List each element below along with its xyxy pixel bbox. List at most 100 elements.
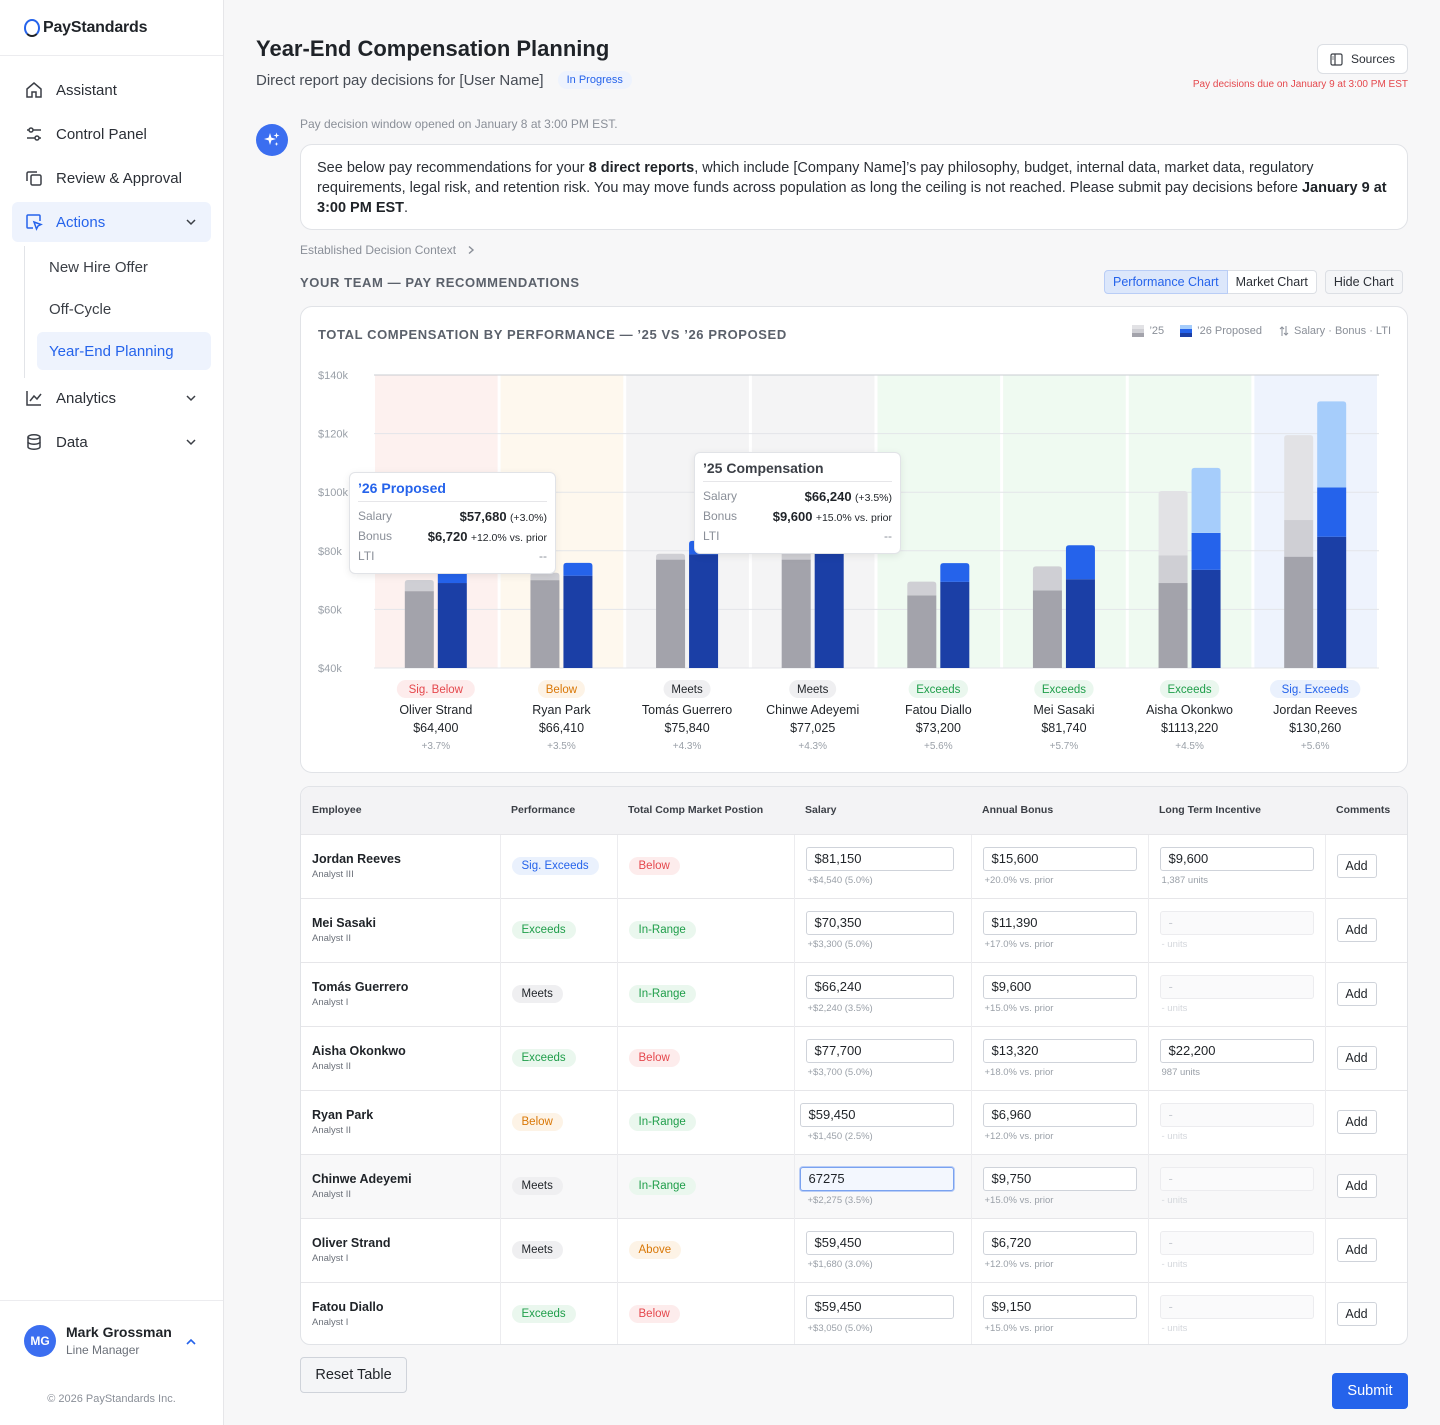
lti-input[interactable]: $9,600	[1159, 846, 1314, 871]
nav-item-control-panel[interactable]: Control Panel	[12, 114, 211, 154]
chart-legend: ’25 ’26 Proposed Salary · Bonus · LTI	[1116, 325, 1391, 337]
market-cell: Below	[617, 1026, 795, 1090]
add-comment-button[interactable]: Add	[1336, 854, 1377, 878]
nav-item-data[interactable]: Data	[12, 422, 211, 462]
market-cell: In-Range	[617, 898, 795, 962]
add-comment-button[interactable]: Add	[1336, 1110, 1377, 1134]
bar-proposed-segment	[1191, 532, 1221, 570]
employee-name: Mei Sasaki	[312, 916, 376, 930]
salary-input[interactable]: $66,240	[805, 974, 954, 999]
bonus-input[interactable]: $6,720	[982, 1230, 1137, 1255]
salary-change: +$2,240 (3.5%)	[807, 1002, 873, 1014]
decision-context-link[interactable]: Established Decision Context	[300, 243, 476, 257]
nav-item-review-approval[interactable]: Review & Approval	[12, 158, 211, 198]
add-comment-button[interactable]: Add	[1336, 1046, 1377, 1070]
performance-cell: Meets	[500, 1218, 618, 1282]
add-comment-button[interactable]: Add	[1336, 1238, 1377, 1262]
line-chart-icon	[24, 388, 44, 408]
nav-item-analytics[interactable]: Analytics	[12, 378, 211, 418]
lti-cell: - - units	[1148, 1282, 1326, 1344]
status-badge: In Progress	[557, 71, 632, 89]
y-tick-label: $40k	[318, 663, 342, 675]
performance-badge: Exceeds	[511, 921, 576, 939]
context-label: Established Decision Context	[300, 243, 457, 257]
nav-item-new-hire-offer[interactable]: New Hire Offer	[49, 258, 148, 276]
change-label: +5.6%	[924, 741, 953, 752]
bonus-input[interactable]: $9,600	[982, 974, 1137, 999]
tooltip-proposed: ’26 Proposed Salary $57,680 (+3.0%) Bonus…	[349, 472, 556, 574]
bonus-change: +18.0% vs. prior	[984, 1066, 1054, 1078]
bonus-input[interactable]: $15,600	[982, 846, 1137, 871]
comments-cell: Add	[1325, 1282, 1407, 1344]
submit-button[interactable]: Submit	[1332, 1373, 1408, 1409]
tooltip-row-lti: LTI --	[703, 526, 892, 546]
bar-prior-segment	[1032, 590, 1062, 668]
bonus-input[interactable]: $11,390	[982, 910, 1137, 935]
tab-performance-chart[interactable]: Performance Chart	[1104, 270, 1228, 294]
salary-input[interactable]: $59,450	[805, 1230, 954, 1255]
table-header: Employee Performance Total Comp Market P…	[301, 787, 1407, 835]
y-tick-label: $100k	[318, 487, 348, 499]
performance-label: Sig. Exceeds	[1282, 684, 1349, 696]
salary-input[interactable]: 67275	[799, 1166, 954, 1191]
tooltip-row-salary: Salary $66,240 (+3.5%)	[703, 486, 892, 506]
salary-input[interactable]: $59,450	[799, 1102, 954, 1127]
employee-name: Jordan Reeves	[312, 852, 401, 866]
market-badge: In-Range	[628, 985, 696, 1003]
performance-badge: Sig. Exceeds	[511, 857, 599, 875]
sources-button[interactable]: Sources	[1316, 44, 1408, 74]
performance-cell: Exceeds	[500, 1282, 618, 1344]
add-comment-button[interactable]: Add	[1336, 1174, 1377, 1198]
compensation-chart: $140k $120k $100k $80k $60k $40k Sig. Below Oli…	[300, 306, 1408, 773]
bar-prior-segment	[1284, 435, 1314, 521]
bonus-change: +15.0% vs. prior	[984, 1002, 1054, 1014]
nav-item-assistant[interactable]: Assistant	[12, 70, 211, 110]
nav-item-actions[interactable]: Actions	[12, 202, 211, 242]
y-tick-label: $80k	[318, 546, 342, 558]
nav-item-year-end-planning[interactable]: Year-End Planning	[37, 332, 211, 370]
y-tick-label: $60k	[318, 604, 342, 616]
salary-input[interactable]: $59,450	[805, 1294, 954, 1319]
employee-role: Analyst II	[312, 933, 352, 944]
employee-cell: Oliver Strand Analyst I	[301, 1218, 501, 1282]
tab-market-chart[interactable]: Market Chart	[1227, 270, 1317, 294]
lti-input[interactable]: $22,200	[1159, 1038, 1314, 1063]
add-comment-button[interactable]: Add	[1336, 1302, 1377, 1327]
bonus-input[interactable]: $13,320	[982, 1038, 1137, 1063]
bonus-input[interactable]: $6,960	[982, 1102, 1137, 1127]
lti-input: -	[1159, 974, 1314, 999]
performance-label: Exceeds	[916, 684, 960, 696]
hide-chart-button[interactable]: Hide Chart	[1324, 270, 1403, 294]
reset-table-button[interactable]: Reset Table	[300, 1357, 407, 1393]
bonus-input[interactable]: $9,750	[982, 1166, 1137, 1191]
salary-input[interactable]: $81,150	[805, 846, 954, 871]
brand-logo[interactable]: PayStandards	[0, 0, 223, 56]
assistant-message: See below pay recommendations for your 8…	[300, 144, 1408, 230]
salary-input[interactable]: $70,350	[805, 910, 954, 935]
bonus-change: +15.0% vs. prior	[984, 1194, 1054, 1206]
prior-swatch-icon	[1132, 325, 1145, 337]
add-comment-button[interactable]: Add	[1336, 982, 1377, 1006]
bar-prior-segment	[1158, 555, 1188, 584]
comments-cell: Add	[1325, 1154, 1407, 1218]
bar-prior-segment	[656, 559, 686, 668]
market-badge: In-Range	[628, 1113, 696, 1131]
nav-item-off-cycle[interactable]: Off-Cycle	[49, 300, 112, 318]
change-label: +4.3%	[673, 741, 702, 752]
bonus-input[interactable]: $9,150	[982, 1294, 1137, 1319]
change-label: +5.6%	[1301, 741, 1330, 752]
due-notice: Pay decisions due on January 9 at 3:00 P…	[1192, 79, 1408, 90]
user-profile[interactable]: MG Mark Grossman Line Manager	[0, 1300, 223, 1380]
page-subtitle: Direct report pay decisions for [User Na…	[256, 71, 632, 89]
comments-cell: Add	[1325, 1026, 1407, 1090]
bonus-cell: $9,600 +15.0% vs. prior	[971, 962, 1149, 1026]
bar-prior-segment	[781, 559, 811, 668]
salary-input[interactable]: $77,700	[805, 1038, 954, 1063]
market-badge: In-Range	[628, 1177, 696, 1195]
performance-label: Exceeds	[1168, 684, 1212, 696]
proposed-swatch-icon	[1180, 325, 1193, 337]
lti-input: -	[1159, 1102, 1314, 1127]
chevron-up-icon[interactable]	[185, 1335, 197, 1353]
add-comment-button[interactable]: Add	[1336, 918, 1377, 942]
tip-delta: +12.0% vs. prior	[470, 531, 547, 544]
